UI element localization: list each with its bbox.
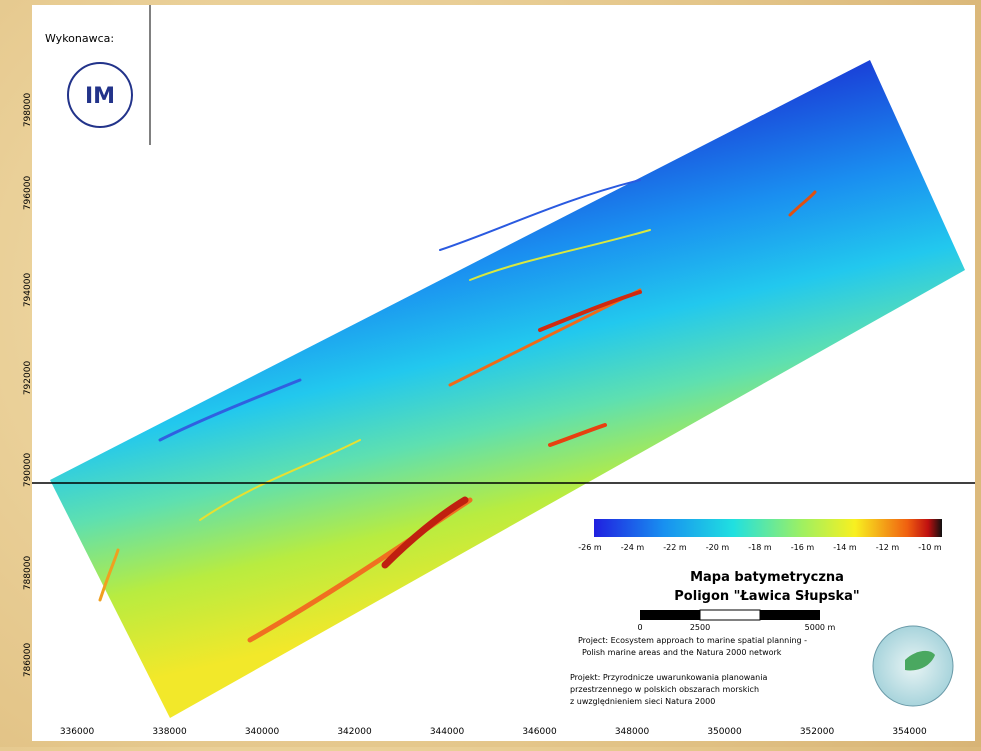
legend-label: -20 m <box>706 543 730 552</box>
x-axis-label: 338000 <box>152 727 187 737</box>
legend-label: -10 m <box>918 543 942 552</box>
legend-label: -14 m <box>833 543 857 552</box>
y-axis-label: 796000 <box>23 176 33 211</box>
project-note: Projekt: Przyrodnicze uwarunkowania plan… <box>570 673 767 682</box>
legend-labels: -26 m -24 m -22 m -20 m -18 m -16 m -14 m -12 m… <box>578 543 942 552</box>
scale-bar <box>700 610 760 620</box>
scale-bar <box>640 610 700 620</box>
map: Wykonawca: IM 79800079600079400079200079… <box>0 0 981 747</box>
legend-label: -12 m <box>876 543 900 552</box>
page: {"header": {"contractor": "Wykonawca:", … <box>0 0 981 747</box>
legend-label: -22 m <box>663 543 687 552</box>
project-note: Project: Ecosystem approach to marine sp… <box>578 636 807 645</box>
scale-bar <box>760 610 820 620</box>
logo-text: IM <box>85 84 115 109</box>
color-ramp <box>594 519 942 537</box>
y-axis-label: 792000 <box>23 361 33 396</box>
scale-label: 5000 m <box>805 623 836 632</box>
legend-label: -26 m <box>578 543 602 552</box>
y-axis-labels: 798000 796000 794000 792000 790000 788000 7860… <box>23 93 33 678</box>
y-axis-label: 786000 <box>23 643 33 678</box>
x-axis-label: 344000 <box>430 727 465 737</box>
project-note: przestrzennego w polskich obszarach mors… <box>570 685 759 694</box>
x-axis-label: 348000 <box>615 727 650 737</box>
y-axis-label: 794000 <box>23 273 33 308</box>
map-title: Mapa batymetryczna <box>690 570 844 585</box>
project-note: z uwzględnieniem sieci Natura 2000 <box>570 697 715 706</box>
project-note: Polish marine areas and the Natura 2000 … <box>582 648 782 657</box>
legend-label: -18 m <box>748 543 772 552</box>
scale-label: 2500 <box>690 623 710 632</box>
scale-label: 0 <box>637 623 642 632</box>
y-axis-label: 798000 <box>23 93 33 128</box>
contractor-label: Wykonawca: <box>45 32 114 45</box>
y-axis-label: 790000 <box>23 453 33 488</box>
x-axis-label: 350000 <box>707 727 742 737</box>
x-axis-label: 340000 <box>245 727 280 737</box>
legend-label: -16 m <box>791 543 815 552</box>
map-subtitle: Poligon "Ławica Słupska" <box>674 589 859 604</box>
x-axis-label: 352000 <box>800 727 835 737</box>
y-axis-label: 788000 <box>23 556 33 591</box>
legend-label: -24 m <box>621 543 645 552</box>
x-axis-label: 342000 <box>337 727 372 737</box>
x-axis-label: 346000 <box>522 727 557 737</box>
x-axis-label: 354000 <box>892 727 927 737</box>
x-axis-label: 336000 <box>60 727 95 737</box>
